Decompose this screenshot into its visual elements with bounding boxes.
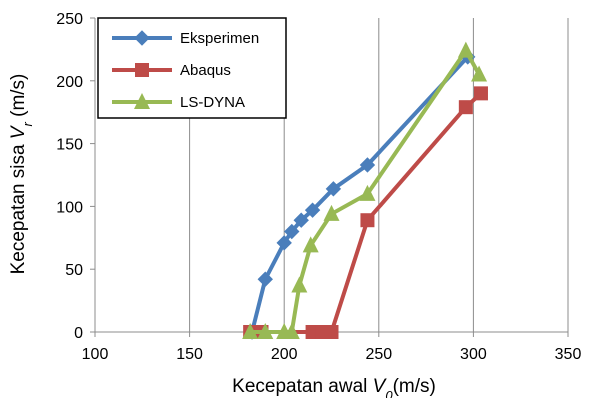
x-tick-label: 300 [460,346,487,363]
data-point [284,223,300,240]
y-tick-label: 200 [56,74,83,91]
data-point [291,276,308,293]
data-point [323,204,340,221]
legend-marker [134,30,150,46]
series-abaqus [243,86,488,339]
legend-label: LS-DYNA [180,94,245,111]
data-point [324,325,339,339]
data-point [276,235,292,251]
x-tick-label: 250 [365,346,392,363]
data-point [283,323,300,339]
series-eksperimen [244,49,476,340]
data-point [359,157,376,173]
series-ls-dyna [242,41,488,339]
x-tick-label: 200 [271,346,298,363]
data-point [302,236,319,253]
legend-label: Eksperimen [180,30,259,47]
data-point [359,184,376,201]
x-tick-label: 350 [555,346,582,363]
data-point [458,100,473,115]
legend-entry: Abaqus [112,62,231,79]
legend-entry: LS-DYNA [112,93,245,111]
series-layer [242,41,488,340]
legend-marker [134,93,150,109]
series-line [248,48,482,334]
data-point [360,213,375,228]
data-point [471,65,488,82]
y-axis-title: Kecepatan sisa Vr (m/s) [8,74,35,275]
data-point [304,202,321,218]
y-tick-label: 0 [74,325,83,342]
axes [90,17,569,337]
tick-labels: 100 150 200 250 300 350 0 50 100 150 200 250 [56,11,581,363]
legend-marker [135,63,149,77]
legend-label: Abaqus [180,62,231,79]
y-tick-label: 50 [65,262,83,279]
legend: Eksperimen Abaqus LS-DYNA [97,17,287,119]
y-tick-label: 100 [56,199,83,216]
data-point [473,86,488,101]
data-point [325,181,342,197]
x-tick-label: 100 [82,346,109,363]
data-point [242,323,259,339]
data-point [257,271,273,287]
x-tick-label: 150 [176,346,203,363]
data-point [293,212,309,228]
data-point [457,41,474,58]
y-tick-label: 250 [56,11,83,28]
legend-entry: Eksperimen [112,30,259,47]
y-tick-label: 150 [56,137,83,154]
series-line [248,91,483,334]
x-axis-title: Kecepatan awal V0(m/s) [232,376,436,398]
data-point [257,323,274,339]
